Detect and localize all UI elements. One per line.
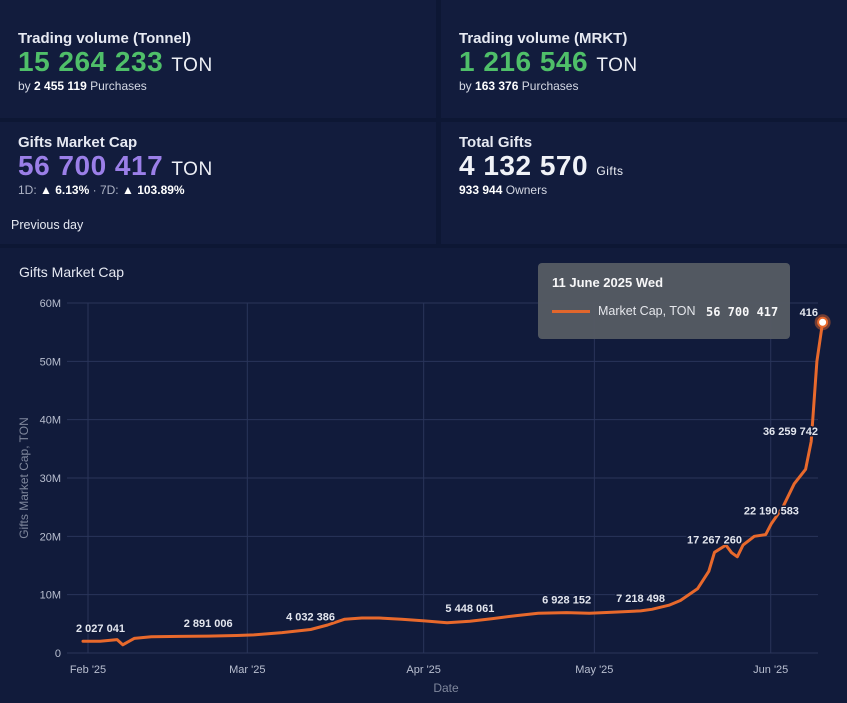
mrkt-volume-value: 1 216 546 TON bbox=[459, 46, 638, 77]
card-market-cap: Gifts Market Cap 56 700 417 TON 1D: ▲ 6.… bbox=[0, 122, 436, 244]
card-title: Trading volume (MRKT) bbox=[459, 30, 628, 47]
tonnel-volume-value: 15 264 233 TON bbox=[18, 46, 213, 77]
tooltip-swatch bbox=[552, 310, 590, 313]
card-total-gifts: Total Gifts 4 132 570 Gifts 933 944 Owne… bbox=[441, 122, 847, 244]
market-cap-value: 56 700 417 TON bbox=[18, 150, 213, 181]
card-tonnel-volume: Trading volume (Tonnel) 15 264 233 TON b… bbox=[0, 0, 436, 118]
change-1d: ▲ 6.13% bbox=[40, 183, 90, 197]
card-title: Gifts Market Cap bbox=[18, 134, 138, 151]
mrkt-purchases: by 163 376 Purchases bbox=[459, 79, 579, 93]
chart-title: Gifts Market Cap bbox=[19, 264, 125, 280]
market-cap-change: 1D: ▲ 6.13% · 7D: ▲ 103.89% bbox=[18, 183, 185, 197]
tooltip-series-label: Market Cap, TON bbox=[598, 304, 696, 318]
previous-day-label: Previous day bbox=[11, 218, 84, 232]
unit-label: TON bbox=[171, 55, 213, 76]
unit-label: Gifts bbox=[596, 164, 624, 178]
chart-tooltip: 11 June 2025 Wed Market Cap, TON 56 700 … bbox=[538, 263, 790, 339]
tonnel-purchases: by 2 455 119 Purchases bbox=[18, 79, 147, 93]
total-gifts-value: 4 132 570 Gifts bbox=[459, 150, 624, 181]
card-title: Total Gifts bbox=[459, 134, 533, 151]
card-mrkt-volume: Trading volume (MRKT) 1 216 546 TON by 1… bbox=[441, 0, 847, 118]
tooltip-value: 56 700 417 bbox=[706, 305, 779, 319]
tooltip-date: 11 June 2025 Wed bbox=[552, 275, 664, 290]
unit-label: TON bbox=[171, 159, 213, 180]
change-7d: ▲ 103.89% bbox=[122, 183, 185, 197]
unit-label: TON bbox=[596, 55, 638, 76]
card-title: Trading volume (Tonnel) bbox=[18, 30, 192, 47]
owners-count: 933 944 Owners bbox=[459, 183, 548, 197]
